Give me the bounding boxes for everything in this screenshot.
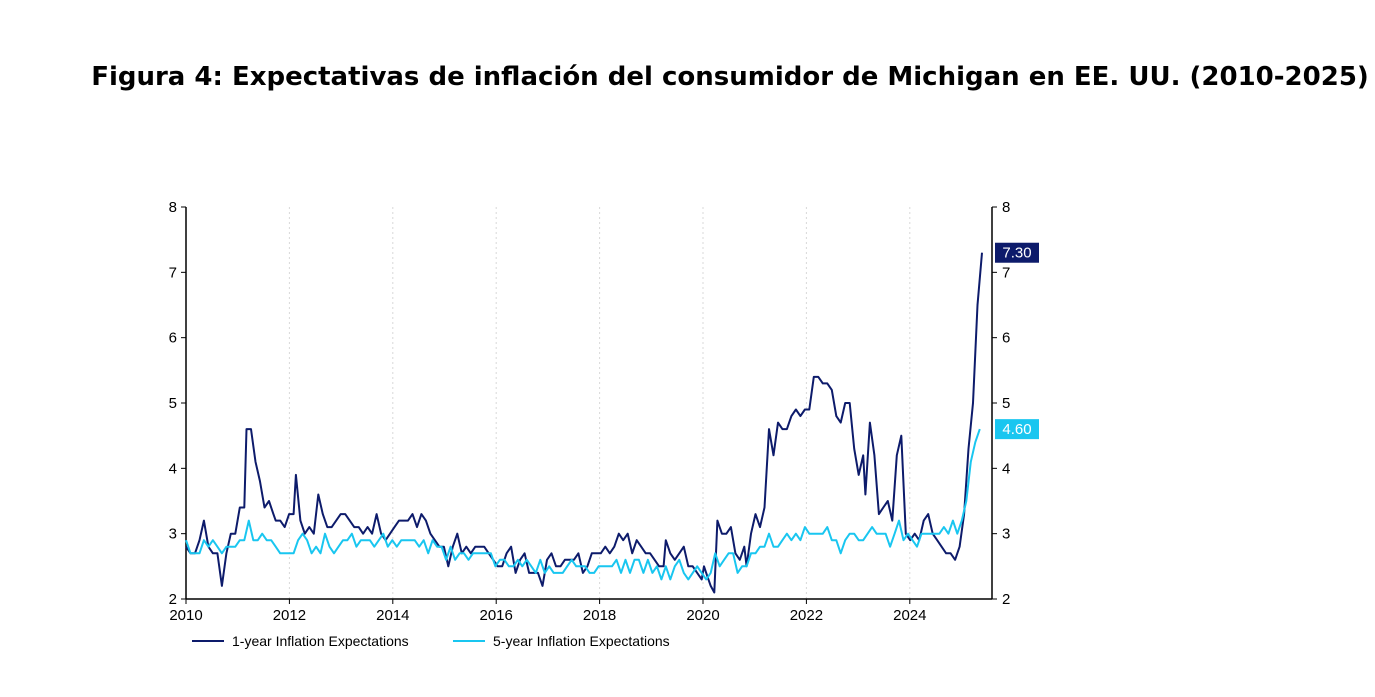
y-tick-label-left: 2 — [169, 591, 177, 608]
x-tick-label: 2012 — [273, 607, 306, 624]
y-tick-label-right: 8 — [1002, 199, 1010, 216]
x-tick-label: 2010 — [169, 607, 202, 624]
y-tick-label-left: 6 — [169, 330, 177, 347]
y-tick-label-left: 8 — [169, 199, 177, 216]
end-label-box — [995, 419, 1039, 440]
x-tick-label: 2024 — [893, 607, 926, 624]
y-tick-label-right: 6 — [1002, 330, 1010, 347]
x-tick-label: 2020 — [686, 607, 719, 624]
series-line-5-year — [185, 428, 981, 581]
y-tick-label-right: 2 — [1002, 591, 1010, 608]
y-tick-label-right: 4 — [1002, 460, 1010, 477]
axes: 2 2 3 3 4 4 5 5 6 6 7 7 8 8 2010 2012 2014 2016 2018 2020 20… — [169, 199, 1011, 624]
gridlines — [288, 207, 911, 599]
chart-title: Figura 4: Expectativas de inflación del … — [91, 62, 1369, 92]
y-tick-label-left: 3 — [169, 526, 177, 543]
x-tick-label: 2016 — [480, 607, 513, 624]
y-tick-label-right: 5 — [1002, 395, 1010, 412]
end-labels: 7.30 4.60 — [995, 242, 1039, 440]
y-tick-label-right: 7 — [1002, 264, 1010, 281]
y-tick-label-right: 3 — [1002, 526, 1010, 543]
y-tick-label-left: 4 — [169, 460, 177, 477]
x-tick-label: 2014 — [376, 607, 409, 624]
x-tick-label: 2018 — [583, 607, 616, 624]
y-tick-label-left: 7 — [169, 264, 177, 281]
legend-label: 5-year Inflation Expectations — [493, 633, 670, 649]
end-label-text: 4.60 — [1002, 421, 1031, 438]
end-label-box — [995, 242, 1039, 263]
legend-label: 1-year Inflation Expectations — [232, 633, 409, 649]
series-line-1-year — [185, 252, 983, 594]
y-tick-label-left: 5 — [169, 395, 177, 412]
legend: 1-year Inflation Expectations 5-year Infl… — [192, 633, 670, 649]
series-lines — [185, 252, 983, 594]
end-label-text: 7.30 — [1002, 245, 1031, 262]
x-tick-label: 2022 — [790, 607, 823, 624]
